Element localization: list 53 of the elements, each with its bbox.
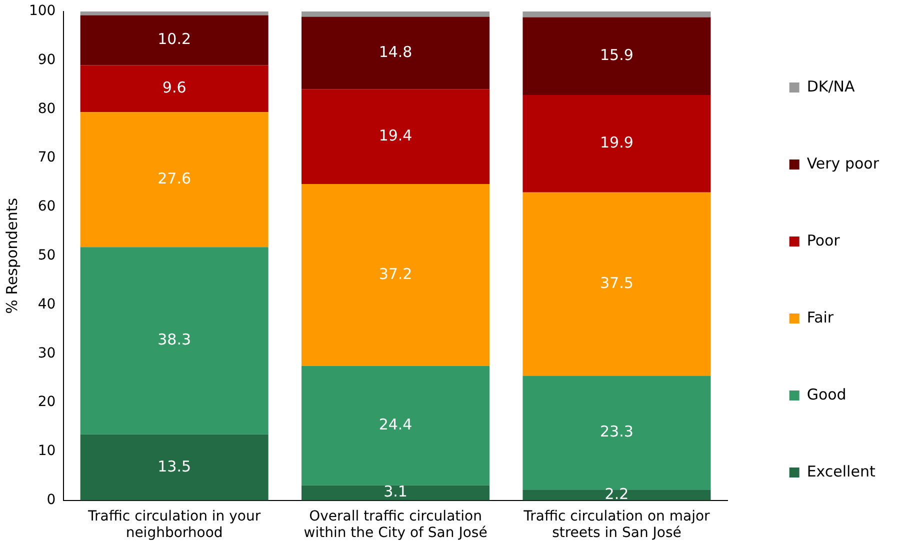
legend-label: Very poor	[806, 154, 880, 172]
y-tick-label: 100	[28, 3, 56, 20]
legend-label: Good	[806, 385, 846, 404]
bar	[522, 490, 711, 500]
y-tick-label: 50	[38, 248, 56, 264]
y-tick-label: 80	[38, 100, 56, 117]
y-tick-label: 30	[38, 345, 56, 362]
data-label: 9.6	[162, 78, 186, 97]
bar	[80, 15, 268, 66]
y-tick-label: 60	[38, 198, 56, 215]
legend-label: DK/NA	[806, 77, 856, 96]
y-tick-label: 40	[38, 296, 56, 312]
y-tick-label: 70	[38, 150, 56, 166]
data-label: 15.9	[600, 46, 634, 64]
data-label: 38.3	[158, 330, 192, 349]
x-tick-label: Traffic circulation on major streets in San José	[522, 508, 710, 542]
x-tick-label: Overall traffic circulation within the City of San José	[304, 508, 488, 542]
y-tick-label: 10	[38, 443, 56, 460]
data-label: 23.3	[600, 422, 634, 441]
bar	[80, 112, 268, 248]
legend-label: Excellent	[806, 462, 876, 480]
data-label: 37.5	[600, 274, 634, 292]
data-label: 19.4	[378, 126, 412, 144]
bar	[80, 11, 268, 16]
data-label: 37.2	[378, 264, 412, 283]
bar	[80, 65, 268, 112]
data-label: 24.4	[378, 415, 412, 434]
data-label: 3.1	[384, 482, 408, 501]
bar	[522, 192, 711, 376]
bar	[302, 184, 490, 366]
bar	[522, 95, 711, 192]
y-tick-label: 90	[38, 52, 56, 68]
y-tick-label: 20	[38, 394, 56, 410]
bar	[302, 89, 490, 184]
y-tick-label: 0	[46, 492, 56, 508]
data-label: 14.8	[378, 42, 412, 61]
bar	[80, 434, 268, 500]
bar	[522, 17, 711, 96]
bar	[302, 11, 490, 17]
legend-label: Poor	[806, 231, 841, 250]
bar	[522, 11, 711, 18]
data-label: 10.2	[158, 30, 192, 48]
x-tick-label: Traffic circulation in your neighborhood	[87, 508, 261, 542]
data-label: 13.5	[158, 457, 192, 476]
data-label: 2.2	[604, 484, 629, 503]
bar	[80, 247, 268, 434]
legend-label: Fair	[806, 308, 834, 326]
data-label: 19.9	[600, 134, 634, 152]
y-axis-title: % Respondents	[2, 198, 21, 314]
bar	[302, 16, 490, 90]
data-label: 27.6	[158, 170, 192, 188]
bar	[302, 366, 490, 486]
bar	[302, 485, 490, 500]
